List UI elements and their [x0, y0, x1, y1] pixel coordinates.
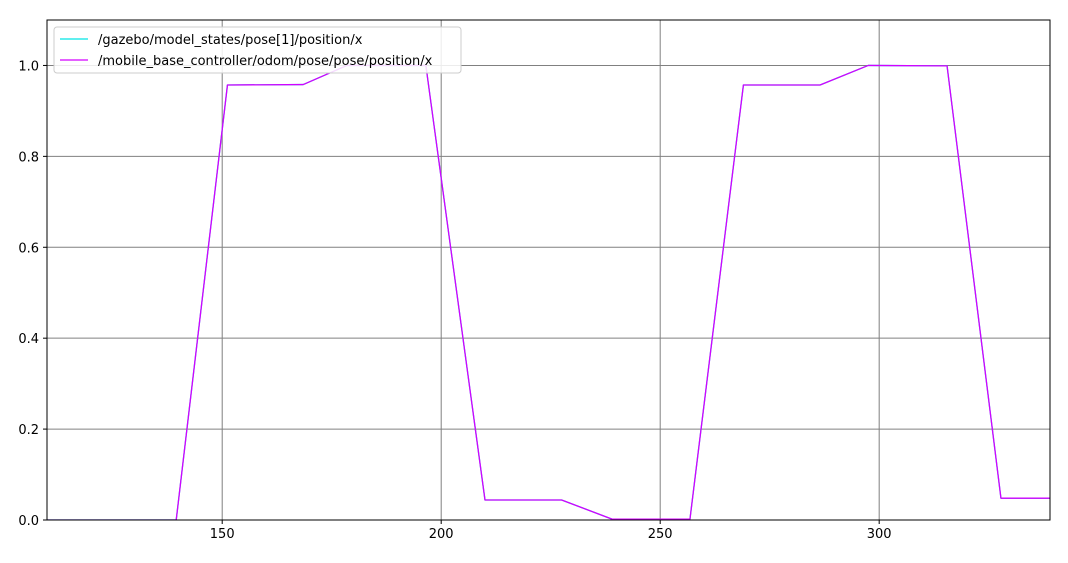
legend-label-2: /mobile_base_controller/odom/pose/pose/p…	[98, 54, 433, 69]
x-tick-label: 200	[429, 527, 454, 542]
series-lines	[47, 64, 1050, 520]
legend: /gazebo/model_states/pose[1]/position/x /…	[53, 26, 462, 74]
series-line-1	[47, 64, 1050, 520]
series-line-2	[47, 64, 1050, 520]
y-tick-label: 0.2	[18, 423, 39, 438]
x-tick-label: 150	[210, 527, 235, 542]
y-tick-label: 0.6	[18, 241, 39, 256]
grid-lines	[47, 20, 1050, 521]
legend-box	[53, 26, 462, 74]
x-tick-label: 300	[867, 527, 892, 542]
y-tick-label: 0.4	[18, 332, 39, 347]
y-tick-label: 0.0	[18, 514, 39, 529]
plot-frame	[46, 19, 1051, 521]
axis-ticks: 150 200 250 300 0.0 0.2 0.4 0.6 0.8 1.0	[18, 59, 891, 542]
x-tick-label: 250	[648, 527, 673, 542]
y-tick-label: 1.0	[18, 59, 39, 74]
legend-label-1: /gazebo/model_states/pose[1]/position/x	[98, 33, 363, 48]
y-tick-label: 0.8	[18, 150, 39, 165]
